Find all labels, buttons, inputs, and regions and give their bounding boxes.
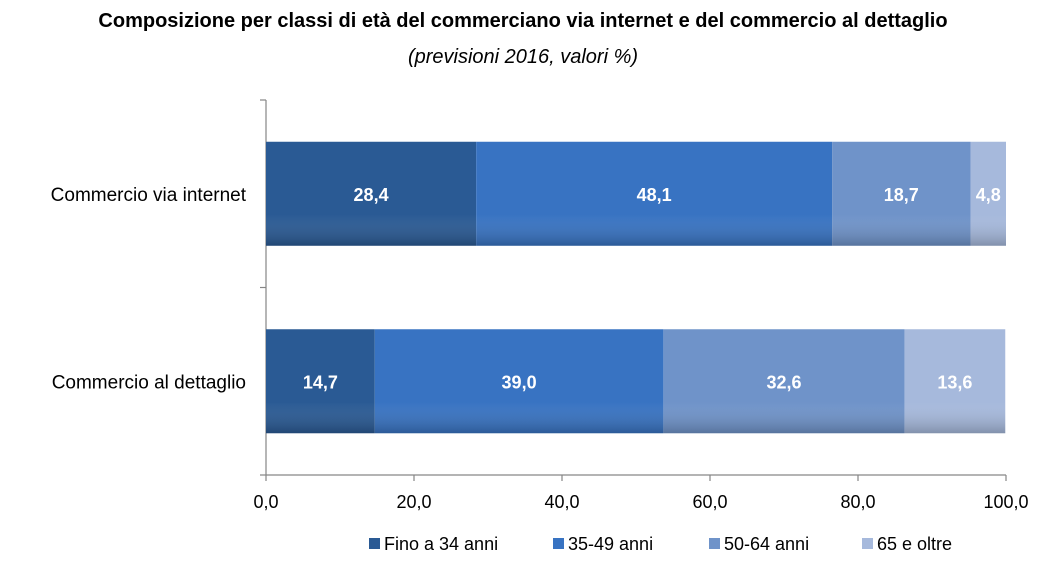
x-tick-label: 100,0 bbox=[983, 492, 1028, 512]
category-label: Commercio al dettaglio bbox=[52, 372, 246, 393]
bar-segment-shade bbox=[266, 141, 477, 246]
x-tick-label: 20,0 bbox=[396, 492, 431, 512]
bar-segment-shade bbox=[970, 141, 1006, 246]
legend-label: 50-64 anni bbox=[724, 534, 809, 554]
legend: Fino a 34 anni 35-49 anni 50-64 anni 65 e o… bbox=[369, 534, 952, 554]
data-label: 13,6 bbox=[937, 372, 972, 392]
x-tick-label: 60,0 bbox=[692, 492, 727, 512]
chart-title: Composizione per classi di età del comme… bbox=[98, 10, 948, 32]
bar-segment-shade bbox=[374, 329, 664, 434]
category-label: Commercio via internet bbox=[51, 185, 247, 206]
bars: 28,4 48,1 18,7 4,8 14,7 39,0 32,6 13,6 bbox=[266, 141, 1006, 434]
data-label: 18,7 bbox=[884, 185, 919, 205]
legend-swatch bbox=[369, 538, 380, 549]
legend-label: 35-49 anni bbox=[568, 534, 653, 554]
bar-segment-shade bbox=[266, 329, 375, 434]
legend-swatch bbox=[709, 538, 720, 549]
bar-segment-shade bbox=[663, 329, 905, 434]
legend-swatch bbox=[862, 538, 873, 549]
data-label: 4,8 bbox=[976, 185, 1001, 205]
bar-segment-shade bbox=[476, 141, 833, 246]
legend-label: Fino a 34 anni bbox=[384, 534, 498, 554]
legend-swatch bbox=[553, 538, 564, 549]
bar-segment-shade bbox=[832, 141, 971, 246]
data-label: 14,7 bbox=[303, 372, 338, 392]
legend-label: 65 e oltre bbox=[877, 534, 952, 554]
chart-subtitle: (previsioni 2016, valori %) bbox=[407, 46, 639, 68]
bar-segment-shade bbox=[904, 329, 1006, 434]
x-tick-label: 80,0 bbox=[840, 492, 875, 512]
axes: 0,0 20,0 40,0 60,0 80,0 100,0 Commercio via in… bbox=[51, 99, 1029, 512]
x-tick-label: 0,0 bbox=[253, 492, 278, 512]
data-label: 32,6 bbox=[766, 372, 801, 392]
data-label: 28,4 bbox=[354, 185, 389, 205]
x-tick-label: 40,0 bbox=[544, 492, 579, 512]
data-label: 39,0 bbox=[502, 372, 537, 392]
data-label: 48,1 bbox=[637, 185, 672, 205]
